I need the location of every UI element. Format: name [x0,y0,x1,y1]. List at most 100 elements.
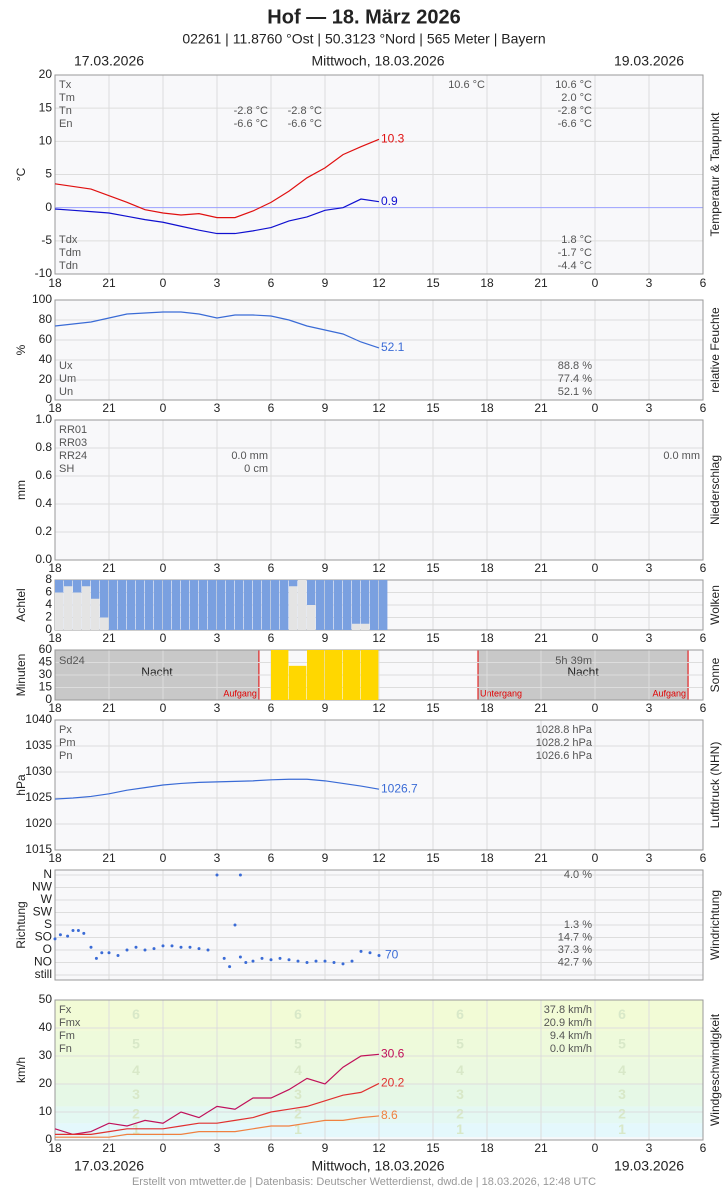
x-tick-label: 3 [214,561,221,575]
end-label: 0.9 [381,194,398,208]
stat-name: Fmx [59,1017,81,1029]
y-tick-label: 0.0 [35,552,52,566]
plot-frame [54,74,704,275]
y-axis-label: km/h [14,1057,28,1083]
y-axis-label: Richtung [14,901,28,948]
bar [73,592,82,630]
end-label: 52.1 [381,340,405,354]
night-label: Nacht [567,665,599,679]
side-title: Wolken [708,585,722,625]
stat-name: Px [59,724,72,736]
x-tick-label: 21 [102,276,116,290]
stat-value: -2.8 °C [288,105,322,117]
point [58,933,62,937]
y-tick-label: 45 [39,655,53,669]
bar [325,580,334,630]
x-tick-label: 18 [480,561,494,575]
point [296,959,300,963]
x-tick-label: 18 [48,401,62,415]
y-tick-label: 10 [39,134,53,148]
bar [325,650,343,700]
stat-value: 10.6 °C [555,79,592,91]
end-label: 8.6 [381,1108,398,1122]
y-tick-label: N [43,867,52,881]
x-tick-label: 0 [592,401,599,415]
bar [109,580,118,630]
bar [307,605,316,630]
stat-value: 1.8 °C [561,234,592,246]
x-tick-label: 6 [700,631,707,645]
stat-value: 10.6 °C [448,79,485,91]
beaufort-label: 5 [456,1036,464,1052]
y-tick-label: 20 [39,67,53,81]
x-tick-label: 15 [426,851,440,865]
y-tick-label: 60 [39,332,53,346]
beaufort-label: 4 [132,1062,140,1078]
y-tick-label: 1025 [25,790,52,804]
x-tick-label: 9 [322,701,329,715]
bar [136,580,145,630]
x-tick-label: 3 [214,631,221,645]
stat-value: 37.8 km/h [544,1004,592,1016]
x-tick-label: 15 [426,561,440,575]
x-tick-label: 9 [322,851,329,865]
point [125,948,129,952]
y-tick-label: -5 [41,233,52,247]
bar [118,580,127,630]
beaufort-label: 4 [456,1062,464,1078]
y-tick-label: 0 [45,622,52,636]
x-tick-label: 15 [426,631,440,645]
y-tick-label: 0 [45,200,52,214]
bar [361,650,379,700]
x-tick-label: 9 [322,276,329,290]
stat-value: -6.6 °C [234,118,268,130]
point [134,945,138,949]
y-tick-label: 5 [45,167,52,181]
bar [235,580,244,630]
share-label: 14.7 % [558,931,592,943]
bar [370,580,379,630]
share-label: 37.3 % [558,944,592,956]
bar [253,580,262,630]
end-label: 70 [385,948,399,962]
x-tick-label: 0 [160,561,167,575]
stat-name: RR24 [59,450,87,462]
point [89,945,93,949]
stat-value: 77.4 % [558,373,592,385]
x-tick-label: 21 [102,631,116,645]
y-axis-label: hPa [14,774,28,796]
bar [334,580,343,630]
x-tick-label: 21 [534,631,548,645]
stat-value: 5h 39m [555,655,592,667]
stat-name: RR03 [59,437,87,449]
beaufort-label: 1 [618,1121,626,1137]
x-tick-label: 6 [700,276,707,290]
x-tick-label: 21 [534,1141,548,1155]
bar [55,592,64,630]
bar [352,580,361,630]
bar [280,580,289,630]
x-tick-label: 6 [268,1141,275,1155]
x-tick-label: 12 [372,401,386,415]
x-tick-label: 6 [268,276,275,290]
side-title: Luftdruck (NHN) [708,742,722,829]
beaufort-label: 1 [456,1121,464,1137]
point [238,955,242,959]
bar [361,623,370,630]
stat-name: Tm [59,92,75,104]
x-tick-label: 12 [372,561,386,575]
stat-value: 0.0 mm [663,450,700,462]
side-title: Windrichtung [708,890,722,960]
bar [100,617,109,630]
x-tick-label: 3 [646,561,653,575]
y-tick-label: 0.4 [35,496,52,510]
point [71,929,75,933]
end-label: 30.6 [381,1046,405,1060]
stat-value: 2.0 °C [561,92,592,104]
bar [190,580,199,630]
y-axis-label: % [14,344,28,355]
y-tick-label: NW [32,880,53,894]
x-tick-label: 21 [102,851,116,865]
stat-value: -6.6 °C [558,118,592,130]
